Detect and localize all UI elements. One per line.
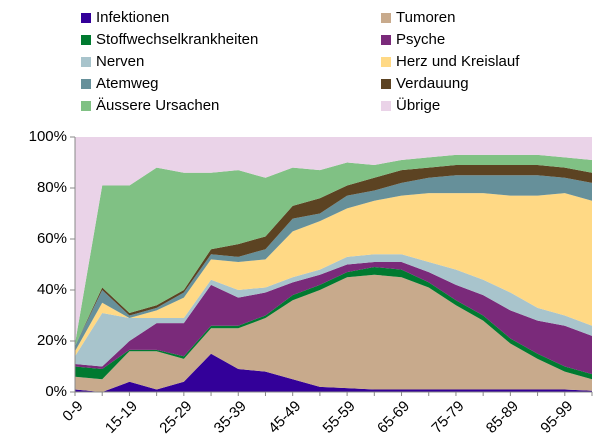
area (75, 254, 592, 367)
area (75, 267, 592, 380)
legend-label: Herz und Kreislauf (396, 53, 520, 70)
area (75, 261, 592, 375)
legend-label: Nerven (96, 53, 144, 70)
legend-swatch (81, 101, 91, 111)
legend-swatch (381, 79, 391, 89)
legend-label: Tumoren (396, 9, 455, 26)
legend-swatch (81, 57, 91, 67)
area (75, 353, 592, 392)
legend-swatch (381, 35, 391, 45)
area (75, 137, 592, 344)
x-tick-label: 95-99 (537, 398, 576, 437)
legend-swatch (81, 35, 91, 45)
y-tick-label: 60% (37, 230, 67, 247)
area (75, 193, 592, 357)
legend-label: Psyche (396, 31, 445, 48)
y-tick-label: 100% (29, 128, 67, 145)
area (75, 175, 592, 352)
legend-label: Stoffwechselkrankheiten (96, 31, 258, 48)
legend-label: Äussere Ursachen (96, 97, 219, 114)
x-tick-label: 45-49 (265, 398, 304, 437)
x-tick-label: 65-69 (374, 398, 413, 437)
legend-swatch (381, 101, 391, 111)
area (75, 165, 592, 347)
x-tick-label: 35-39 (211, 398, 250, 437)
x-tick-label: 0-9 (59, 398, 86, 425)
y-tick-label: 20% (37, 332, 67, 349)
y-tick-label: 0% (45, 383, 67, 400)
legend-label: Atemweg (96, 75, 159, 92)
y-tick-label: 40% (37, 281, 67, 298)
x-tick-label: 25-29 (156, 398, 195, 437)
legend-swatch (381, 57, 391, 67)
legend-label: Verdauung (396, 75, 469, 92)
x-tick-label: 55-59 (320, 398, 359, 437)
legend-swatch (81, 79, 91, 89)
area (75, 154, 592, 347)
y-tick-label: 80% (37, 179, 67, 196)
x-tick-label: 75-79 (428, 398, 467, 437)
area (75, 274, 592, 392)
legend-swatch (81, 13, 91, 23)
x-tick-label: 85-89 (483, 398, 522, 437)
legend-swatch (381, 13, 391, 23)
x-tick-label: 15-19 (102, 398, 141, 437)
legend-label: Infektionen (96, 9, 169, 26)
legend-label: Übrige (396, 96, 440, 114)
